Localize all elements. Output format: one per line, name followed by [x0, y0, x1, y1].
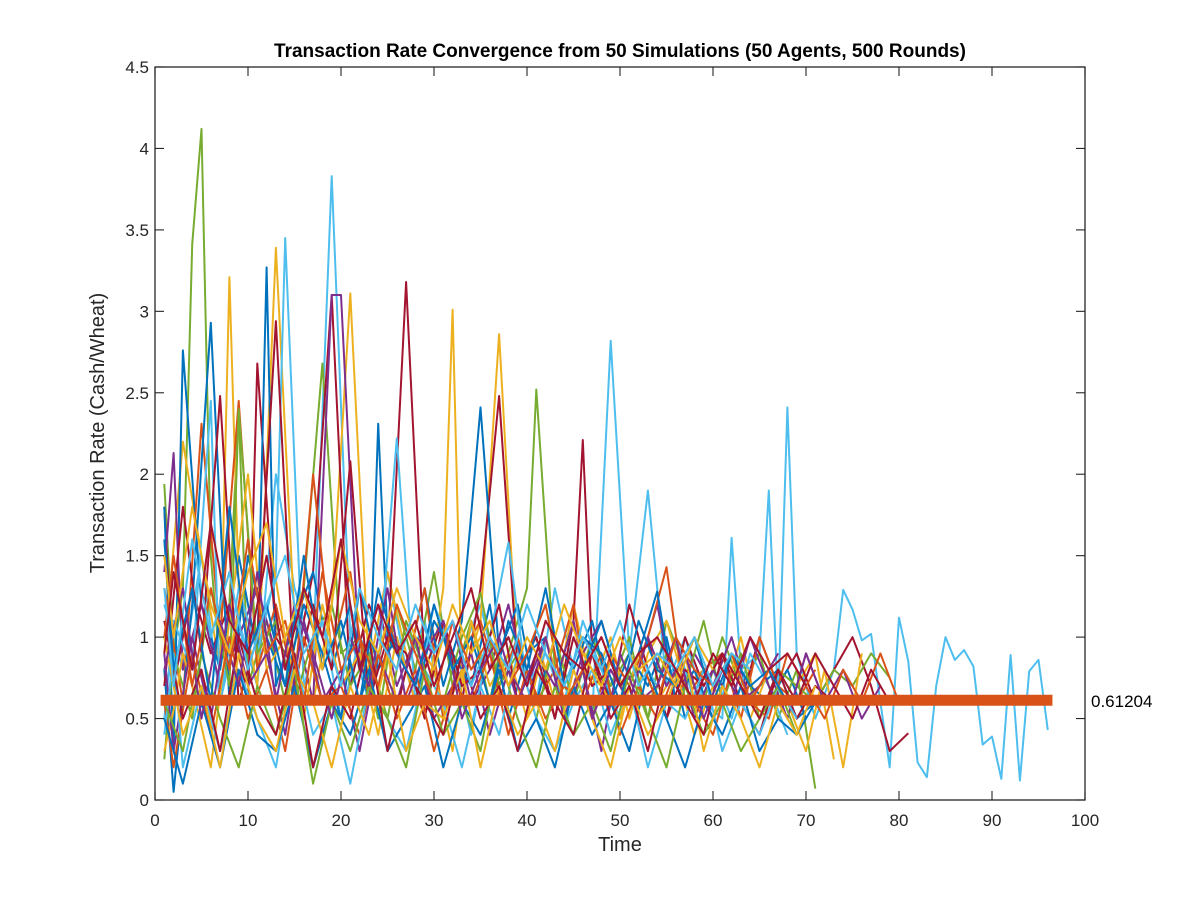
- x-tick-label: 60: [704, 811, 723, 830]
- x-tick-label: 70: [797, 811, 816, 830]
- series-line-23: [163, 505, 714, 687]
- y-tick-label: 2.5: [125, 384, 149, 403]
- y-tick-label: 4: [140, 139, 149, 158]
- x-tick-label: 80: [890, 811, 909, 830]
- series-line-9: [163, 321, 807, 793]
- x-tick-label: 40: [518, 811, 537, 830]
- x-tick-label: 20: [332, 811, 351, 830]
- x-axis-ticks: 0 10 20 30 40 50 60 70 80 90 100: [150, 67, 1099, 830]
- x-tick-label: 10: [239, 811, 258, 830]
- y-axis-label: Transaction Rate (Cash/Wheat): [87, 293, 109, 573]
- y-tick-label: 0: [140, 791, 149, 810]
- series-line-19: [163, 620, 891, 769]
- chart-title: Transaction Rate Convergence from 50 Sim…: [274, 41, 966, 62]
- series-line-18: [163, 636, 817, 769]
- y-tick-label: 3: [140, 302, 149, 321]
- x-axis-label: Time: [598, 834, 642, 856]
- series-line-24: [163, 538, 751, 687]
- y-tick-label: 2: [140, 465, 149, 484]
- y-tick-label: 3.5: [125, 221, 149, 240]
- plot-series-group: [163, 127, 1049, 793]
- y-tick-label: 4.5: [125, 58, 149, 77]
- y-tick-label: 1.5: [125, 547, 149, 566]
- x-tick-label: 90: [983, 811, 1002, 830]
- y-tick-label: 0.5: [125, 710, 149, 729]
- x-tick-label: 30: [425, 811, 444, 830]
- series-line-25: [163, 522, 807, 704]
- x-tick-label: 0: [150, 811, 159, 830]
- x-tick-label: 50: [611, 811, 630, 830]
- x-tick-label: 100: [1071, 811, 1099, 830]
- series-line-13: [163, 603, 882, 753]
- mean-value-label: 0.61204: [1091, 692, 1152, 711]
- y-tick-label: 1: [140, 628, 149, 647]
- y-axis-ticks: 0 0.5 1 1.5 2 2.5 3 3.5 4 4.5: [125, 58, 1085, 810]
